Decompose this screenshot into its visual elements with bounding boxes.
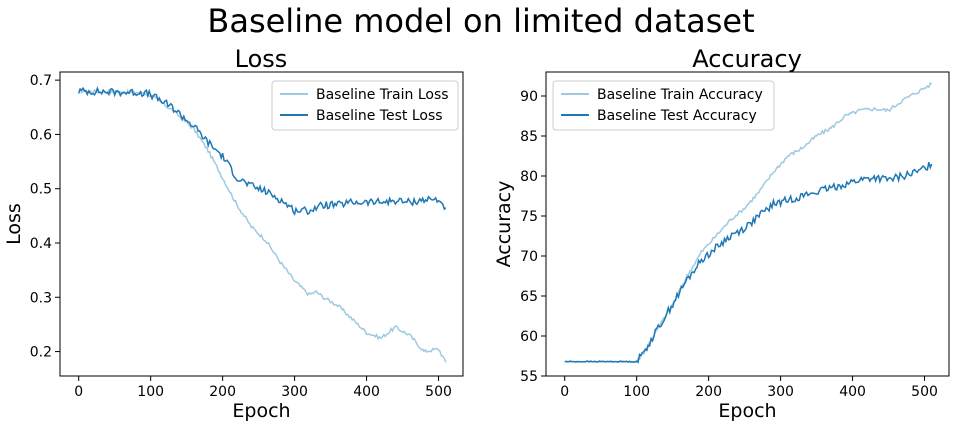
x-tick: 0 bbox=[560, 376, 569, 400]
y-tick-label: 0.2 bbox=[30, 345, 52, 361]
x-tick: 100 bbox=[623, 376, 650, 400]
x-tick: 200 bbox=[209, 376, 236, 400]
x-tick-label: 100 bbox=[623, 384, 650, 400]
x-tick: 0 bbox=[74, 376, 83, 400]
x-tick: 200 bbox=[695, 376, 722, 400]
plot-frame bbox=[545, 71, 950, 377]
legend-label: Baseline Train Loss bbox=[316, 87, 449, 103]
x-tick-label: 300 bbox=[767, 384, 794, 400]
y-tick: 0.3 bbox=[30, 290, 60, 306]
series-line-1 bbox=[564, 161, 933, 364]
x-tick-label: 500 bbox=[911, 384, 938, 400]
x-tick-label: 500 bbox=[425, 384, 452, 400]
y-tick: 60 bbox=[520, 329, 546, 345]
subplot-1: 0 100 200 300 400 500 55 60 65 70 75 80 85 90 Accuracy… bbox=[493, 45, 950, 422]
subplot-title: Loss bbox=[235, 45, 288, 73]
y-tick-label: 80 bbox=[520, 169, 538, 185]
y-axis-label: Loss bbox=[3, 203, 25, 245]
x-axis-label: Epoch bbox=[718, 400, 776, 422]
legend: Baseline Train Loss Baseline Test Loss bbox=[271, 80, 459, 131]
y-tick-label: 55 bbox=[520, 369, 538, 385]
subplot-title: Accuracy bbox=[692, 45, 802, 73]
x-tick-label: 200 bbox=[209, 384, 236, 400]
y-tick: 70 bbox=[520, 249, 546, 265]
x-tick: 100 bbox=[137, 376, 164, 400]
x-tick-label: 400 bbox=[839, 384, 866, 400]
x-tick: 500 bbox=[911, 376, 938, 400]
y-tick: 90 bbox=[520, 89, 546, 105]
y-tick-label: 90 bbox=[520, 89, 538, 105]
x-tick: 400 bbox=[353, 376, 380, 400]
x-axis-label: Epoch bbox=[232, 400, 290, 422]
y-tick: 75 bbox=[520, 209, 546, 225]
legend: Baseline Train Accuracy Baseline Test Acc… bbox=[552, 80, 775, 131]
y-tick-label: 0.3 bbox=[30, 290, 52, 306]
y-tick-label: 0.4 bbox=[30, 236, 52, 252]
x-tick-label: 400 bbox=[353, 384, 380, 400]
plot-frame bbox=[59, 71, 464, 377]
legend-label: Baseline Train Accuracy bbox=[597, 87, 763, 103]
y-tick: 80 bbox=[520, 169, 546, 185]
figure-title: Baseline model on limited dataset bbox=[207, 2, 755, 40]
x-tick-label: 300 bbox=[281, 384, 308, 400]
y-axis-label: Accuracy bbox=[493, 181, 515, 268]
y-tick-label: 65 bbox=[520, 289, 538, 305]
y-tick-label: 0.6 bbox=[30, 127, 52, 143]
x-tick-label: 200 bbox=[695, 384, 722, 400]
y-tick-label: 60 bbox=[520, 329, 538, 345]
x-tick-label: 100 bbox=[137, 384, 164, 400]
x-tick: 500 bbox=[425, 376, 452, 400]
x-tick: 400 bbox=[839, 376, 866, 400]
y-tick: 0.6 bbox=[30, 127, 60, 143]
y-tick: 55 bbox=[520, 369, 546, 385]
x-tick-label: 0 bbox=[560, 384, 569, 400]
y-tick-label: 0.5 bbox=[30, 182, 52, 198]
x-tick-label: 0 bbox=[74, 384, 83, 400]
x-tick: 300 bbox=[281, 376, 308, 400]
legend-label: Baseline Test Loss bbox=[316, 108, 443, 124]
y-tick: 65 bbox=[520, 289, 546, 305]
y-tick: 0.5 bbox=[30, 182, 60, 198]
y-tick-label: 70 bbox=[520, 249, 538, 265]
legend-label: Baseline Test Accuracy bbox=[597, 108, 757, 124]
y-tick: 0.4 bbox=[30, 236, 60, 252]
y-tick: 0.2 bbox=[30, 345, 60, 361]
y-tick: 0.7 bbox=[30, 73, 60, 89]
x-tick: 300 bbox=[767, 376, 794, 400]
subplot-0: 0 100 200 300 400 500 0.2 0.3 0.4 0.5 0.6 0.7 Loss Ep… bbox=[3, 45, 464, 422]
y-tick: 85 bbox=[520, 129, 546, 145]
y-tick-label: 0.7 bbox=[30, 73, 52, 89]
y-tick-label: 75 bbox=[520, 209, 538, 225]
y-tick-label: 85 bbox=[520, 129, 538, 145]
series-line-1 bbox=[77, 85, 447, 216]
